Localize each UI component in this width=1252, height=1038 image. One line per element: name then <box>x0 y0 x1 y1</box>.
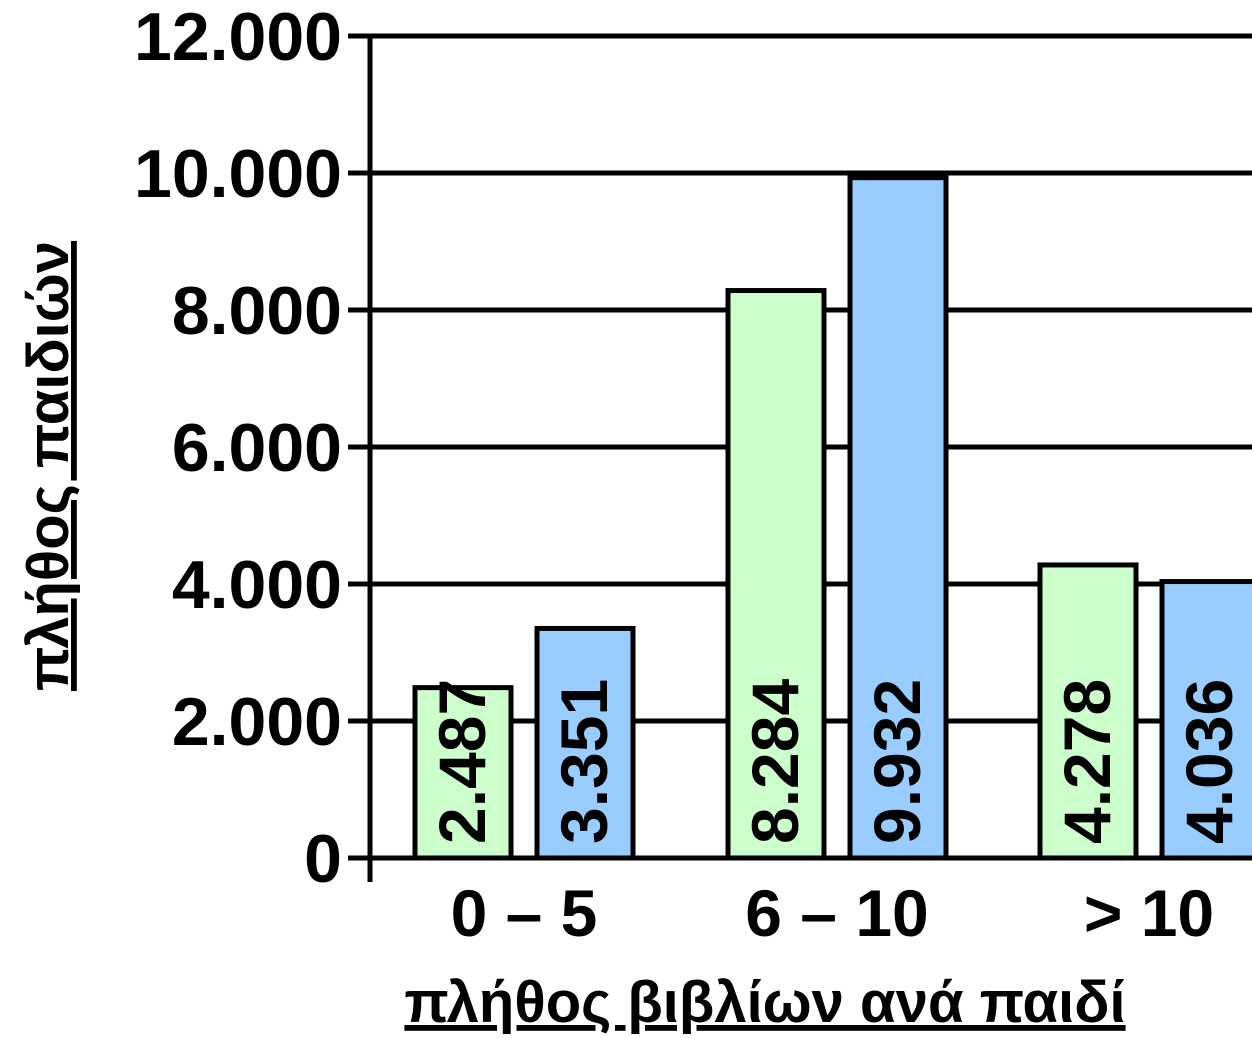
y-tick-label: 0 <box>304 821 342 897</box>
x-tick-label: 6 – 10 <box>745 876 929 950</box>
x-tick-label: > 10 <box>1084 876 1214 950</box>
y-tick-label: 12.000 <box>134 0 342 75</box>
y-tick-label: 10.000 <box>134 136 342 212</box>
y-tick-label: 4.000 <box>172 547 342 623</box>
bar-value-label: 4.278 <box>1050 679 1124 844</box>
y-axis-title: πλήθος παιδιών <box>16 241 81 691</box>
y-tick-label: 2.000 <box>172 684 342 760</box>
y-tick-label: 8.000 <box>172 273 342 349</box>
bar-value-label: 9.932 <box>860 679 934 844</box>
bar <box>534 625 636 861</box>
x-tick-label: 0 – 5 <box>451 876 598 950</box>
bar <box>412 685 514 861</box>
bar <box>1037 562 1139 861</box>
bar <box>1159 579 1252 861</box>
bar-value-label: 4.036 <box>1172 679 1246 844</box>
bar <box>725 288 827 861</box>
bar-value-label: 3.351 <box>547 679 621 844</box>
bar-value-label: 8.284 <box>738 679 812 844</box>
x-tick-labels: 0 – 5 6 – 10 > 10 <box>451 876 1215 950</box>
bar <box>847 175 949 861</box>
y-tick-label: 6.000 <box>172 410 342 486</box>
bars: 2.487 3.351 8.284 9.932 4.278 4.036 <box>412 175 1252 861</box>
y-tick-labels: 0 2.000 4.000 6.000 8.000 10.000 12.000 <box>134 0 342 897</box>
bar-value-label: 2.487 <box>425 679 499 844</box>
x-axis-title: πλήθος βιβλίων ανά παιδί <box>404 970 1125 1035</box>
